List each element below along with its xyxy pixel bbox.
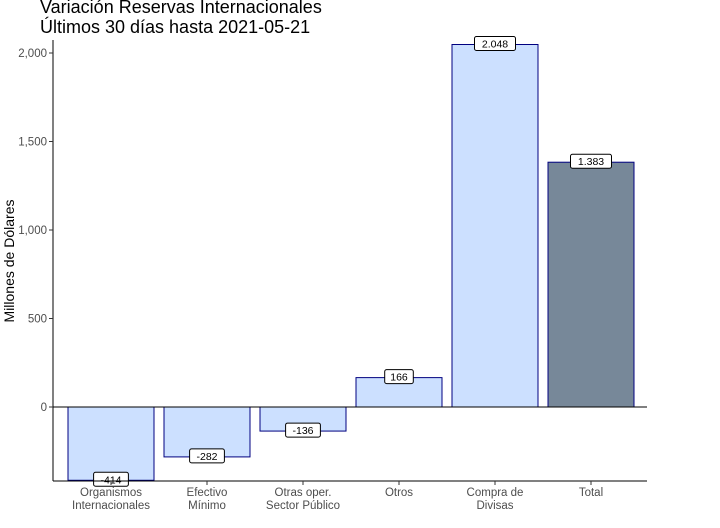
y-tick-label: 1,000 [18,225,47,237]
data-label-text: 2.048 [482,39,508,51]
chart-title-block: Variación Reservas Internacionales Últim… [40,0,322,37]
x-tick-label: Total [579,487,603,499]
data-label-box [285,422,321,438]
x-tick-label-line: Compra de [467,487,524,499]
x-tick-label-line: Efectivo [187,487,228,499]
data-label-text: 166 [390,372,408,384]
bar [67,406,155,481]
x-tick-label: Compra de Divisas [467,487,524,512]
bars [53,44,647,481]
chart-title: Variación Reservas Internacionales [40,0,322,17]
bar [451,44,539,408]
x-tick-label-line: Otras oper. [275,487,332,499]
data-label-text: -282 [196,451,217,463]
data-label-box [474,36,516,52]
x-tick-label-line: Sector Público [266,500,340,512]
data-label-box [384,369,414,385]
chart-subtitle: Últimos 30 días hasta 2021-05-21 [40,17,311,37]
data-label-box [570,153,612,169]
bar [547,161,635,408]
data-label: 1.383 [570,153,612,169]
x-tick-label: Organismos Internacionales [72,487,150,512]
y-axis: 0 500 1,000 1,500 2,000 [18,40,54,481]
y-tick-label: 0 [41,402,47,414]
x-tick-label-line: Internacionales [72,500,150,512]
x-tick-label-line: Divisas [476,500,513,512]
data-label: -136 [285,422,321,438]
x-tick-label: Efectivo Mínimo [187,487,228,512]
data-label: -282 [189,448,225,464]
y-tick-label: 2,000 [18,48,47,60]
data-label-box [93,471,129,487]
data-label: 2.048 [474,36,516,52]
x-tick-label: Otros [385,487,413,499]
data-label-text: 1.383 [578,156,604,168]
data-label-text: -136 [292,425,313,437]
y-axis-label: Millones de Dólares [1,200,17,323]
x-tick-label-line: Mínimo [188,500,226,512]
data-labels: -414 -282 -136 166 2.048 1.383 [93,36,612,487]
y-tick-label: 500 [28,314,47,326]
x-axis: Organismos Internacionales Efectivo Mínimo O… [53,480,647,512]
data-label-text: -414 [100,474,121,486]
x-tick-label-line: Total [579,487,603,499]
x-tick-label-line: Otros [385,487,413,499]
y-tick-label: 1,500 [18,137,47,149]
x-tick-label-line: Organismos [80,487,142,499]
data-label: -414 [93,471,129,487]
data-label-box [189,448,225,464]
data-label: 166 [384,369,414,385]
x-tick-label: Otras oper. Sector Público [266,487,340,512]
